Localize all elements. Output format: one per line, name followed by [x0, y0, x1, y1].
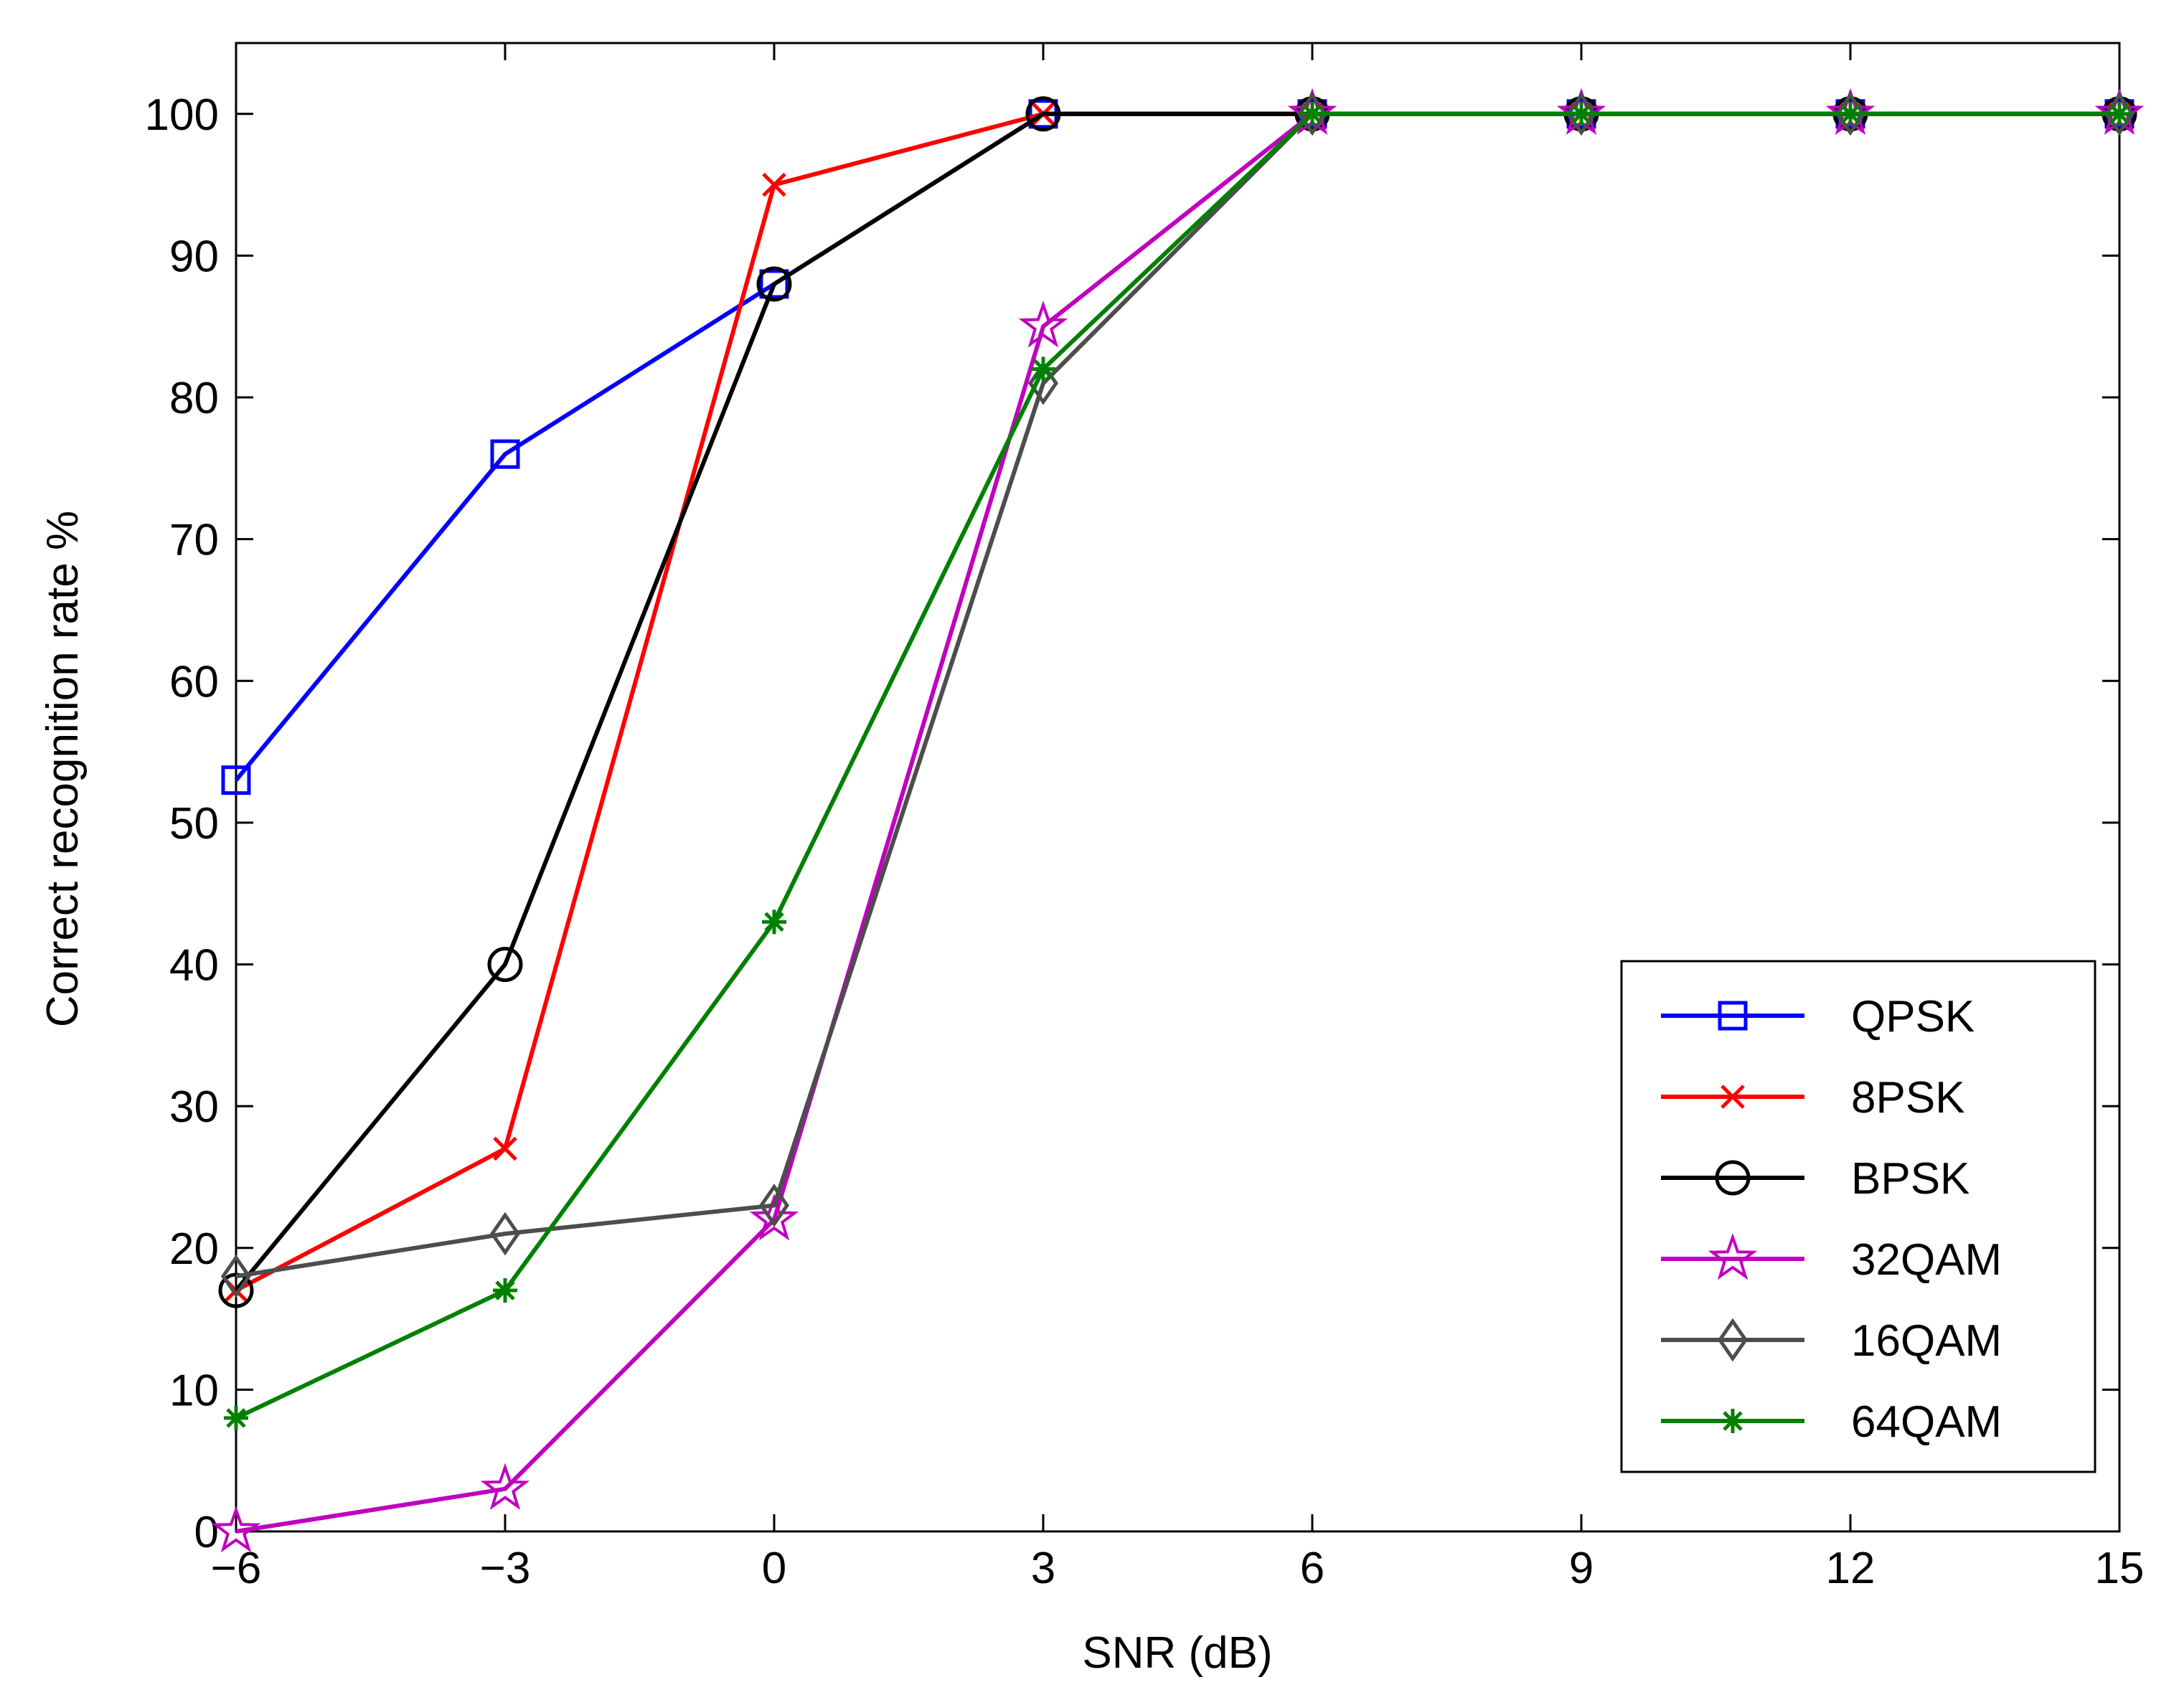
y-tick-label: 30 — [169, 1082, 219, 1132]
y-tick-label: 50 — [169, 799, 219, 849]
legend-label-8psk: 8PSK — [1851, 1073, 1965, 1123]
y-tick-label: 100 — [145, 90, 219, 140]
y-axis-label: Correct recognition rate % — [38, 511, 88, 1027]
legend-box — [1620, 960, 2096, 1473]
x-tick-label: 12 — [1826, 1544, 1875, 1593]
x-tick-label: 3 — [1031, 1544, 1055, 1593]
data-point-16qam — [758, 1184, 790, 1227]
legend-label-32qam: 32QAM — [1851, 1235, 2002, 1285]
data-point-16qam — [489, 1212, 521, 1256]
y-tick-label: 20 — [169, 1224, 219, 1274]
legend: QPSK 8PSK BPSK 32QAM 16QAM 64QAM — [1620, 960, 2096, 1473]
data-point-32qam — [480, 1463, 530, 1510]
series-group — [211, 88, 2145, 1553]
data-point-8psk — [762, 172, 786, 197]
data-point-32qam — [1018, 301, 1068, 348]
legend-marker-16qam — [1717, 1318, 1748, 1362]
data-point-64qam — [493, 1278, 517, 1303]
data-point-32qam — [749, 1194, 799, 1241]
y-tick-label: 70 — [169, 516, 219, 565]
plot-frame — [235, 42, 2121, 1533]
data-point-bpsk — [756, 266, 792, 302]
data-point-64qam — [224, 1405, 248, 1430]
legend-label-bpsk: BPSK — [1851, 1154, 1969, 1204]
legend-marker-64qam — [1721, 1409, 1745, 1433]
legend-marker-32qam — [1708, 1232, 1758, 1280]
data-point-64qam — [2107, 101, 2132, 126]
x-tick-label: 6 — [1300, 1544, 1324, 1593]
plot-area-border — [235, 42, 2121, 1533]
data-point-qpsk — [759, 269, 789, 299]
data-point-32qam — [211, 1505, 261, 1553]
y-tick-label: 0 — [194, 1508, 219, 1557]
data-point-bpsk — [1025, 96, 1061, 132]
data-point-64qam — [1569, 101, 1594, 126]
legend-item-8psk: 8PSK — [1661, 1073, 1965, 1123]
legend-marker-8psk — [1721, 1085, 1745, 1109]
x-axis-label: SNR (dB) — [1082, 1628, 1272, 1678]
legend-item-bpsk: BPSK — [1661, 1154, 1969, 1204]
x-tick-label: 9 — [1569, 1544, 1594, 1593]
legend-label-qpsk: QPSK — [1851, 992, 1974, 1042]
y-tick-label: 80 — [169, 374, 219, 423]
y-axis: 0 10 20 30 40 50 60 70 80 90 100 — [145, 90, 2119, 1557]
data-point-64qam — [1031, 356, 1055, 382]
y-tick-label: 10 — [169, 1366, 219, 1415]
data-point-bpsk — [487, 947, 523, 983]
legend-item-qpsk: QPSK — [1661, 992, 1974, 1042]
data-point-64qam — [1838, 101, 1863, 126]
data-point-64qam — [762, 910, 786, 935]
data-point-16qam — [220, 1254, 252, 1298]
legend-item-16qam: 16QAM — [1661, 1316, 2002, 1366]
legend-marker-qpsk — [1718, 1001, 1748, 1031]
x-tick-label: 0 — [762, 1544, 786, 1593]
legend-label-64qam: 64QAM — [1851, 1397, 2002, 1447]
x-axis: −6 −3 0 3 6 9 12 15 — [211, 43, 2145, 1593]
x-tick-label: 15 — [2095, 1544, 2145, 1593]
data-point-8psk — [493, 1136, 517, 1161]
x-tick-label: −3 — [480, 1544, 531, 1593]
x-tick-label: −6 — [211, 1544, 262, 1593]
y-tick-label: 60 — [169, 657, 219, 707]
y-tick-label: 90 — [169, 232, 219, 281]
data-point-64qam — [1300, 101, 1324, 126]
y-tick-label: 40 — [169, 941, 219, 991]
legend-marker-bpsk — [1715, 1160, 1751, 1196]
series-line-64qam — [235, 111, 2119, 1420]
data-point-qpsk — [490, 439, 520, 469]
legend-item-64qam: 64QAM — [1661, 1397, 2002, 1447]
legend-label-16qam: 16QAM — [1851, 1316, 2002, 1366]
data-point-qpsk — [221, 765, 251, 795]
legend-item-32qam: 32QAM — [1661, 1232, 2002, 1285]
series-64qam — [224, 101, 2132, 1430]
